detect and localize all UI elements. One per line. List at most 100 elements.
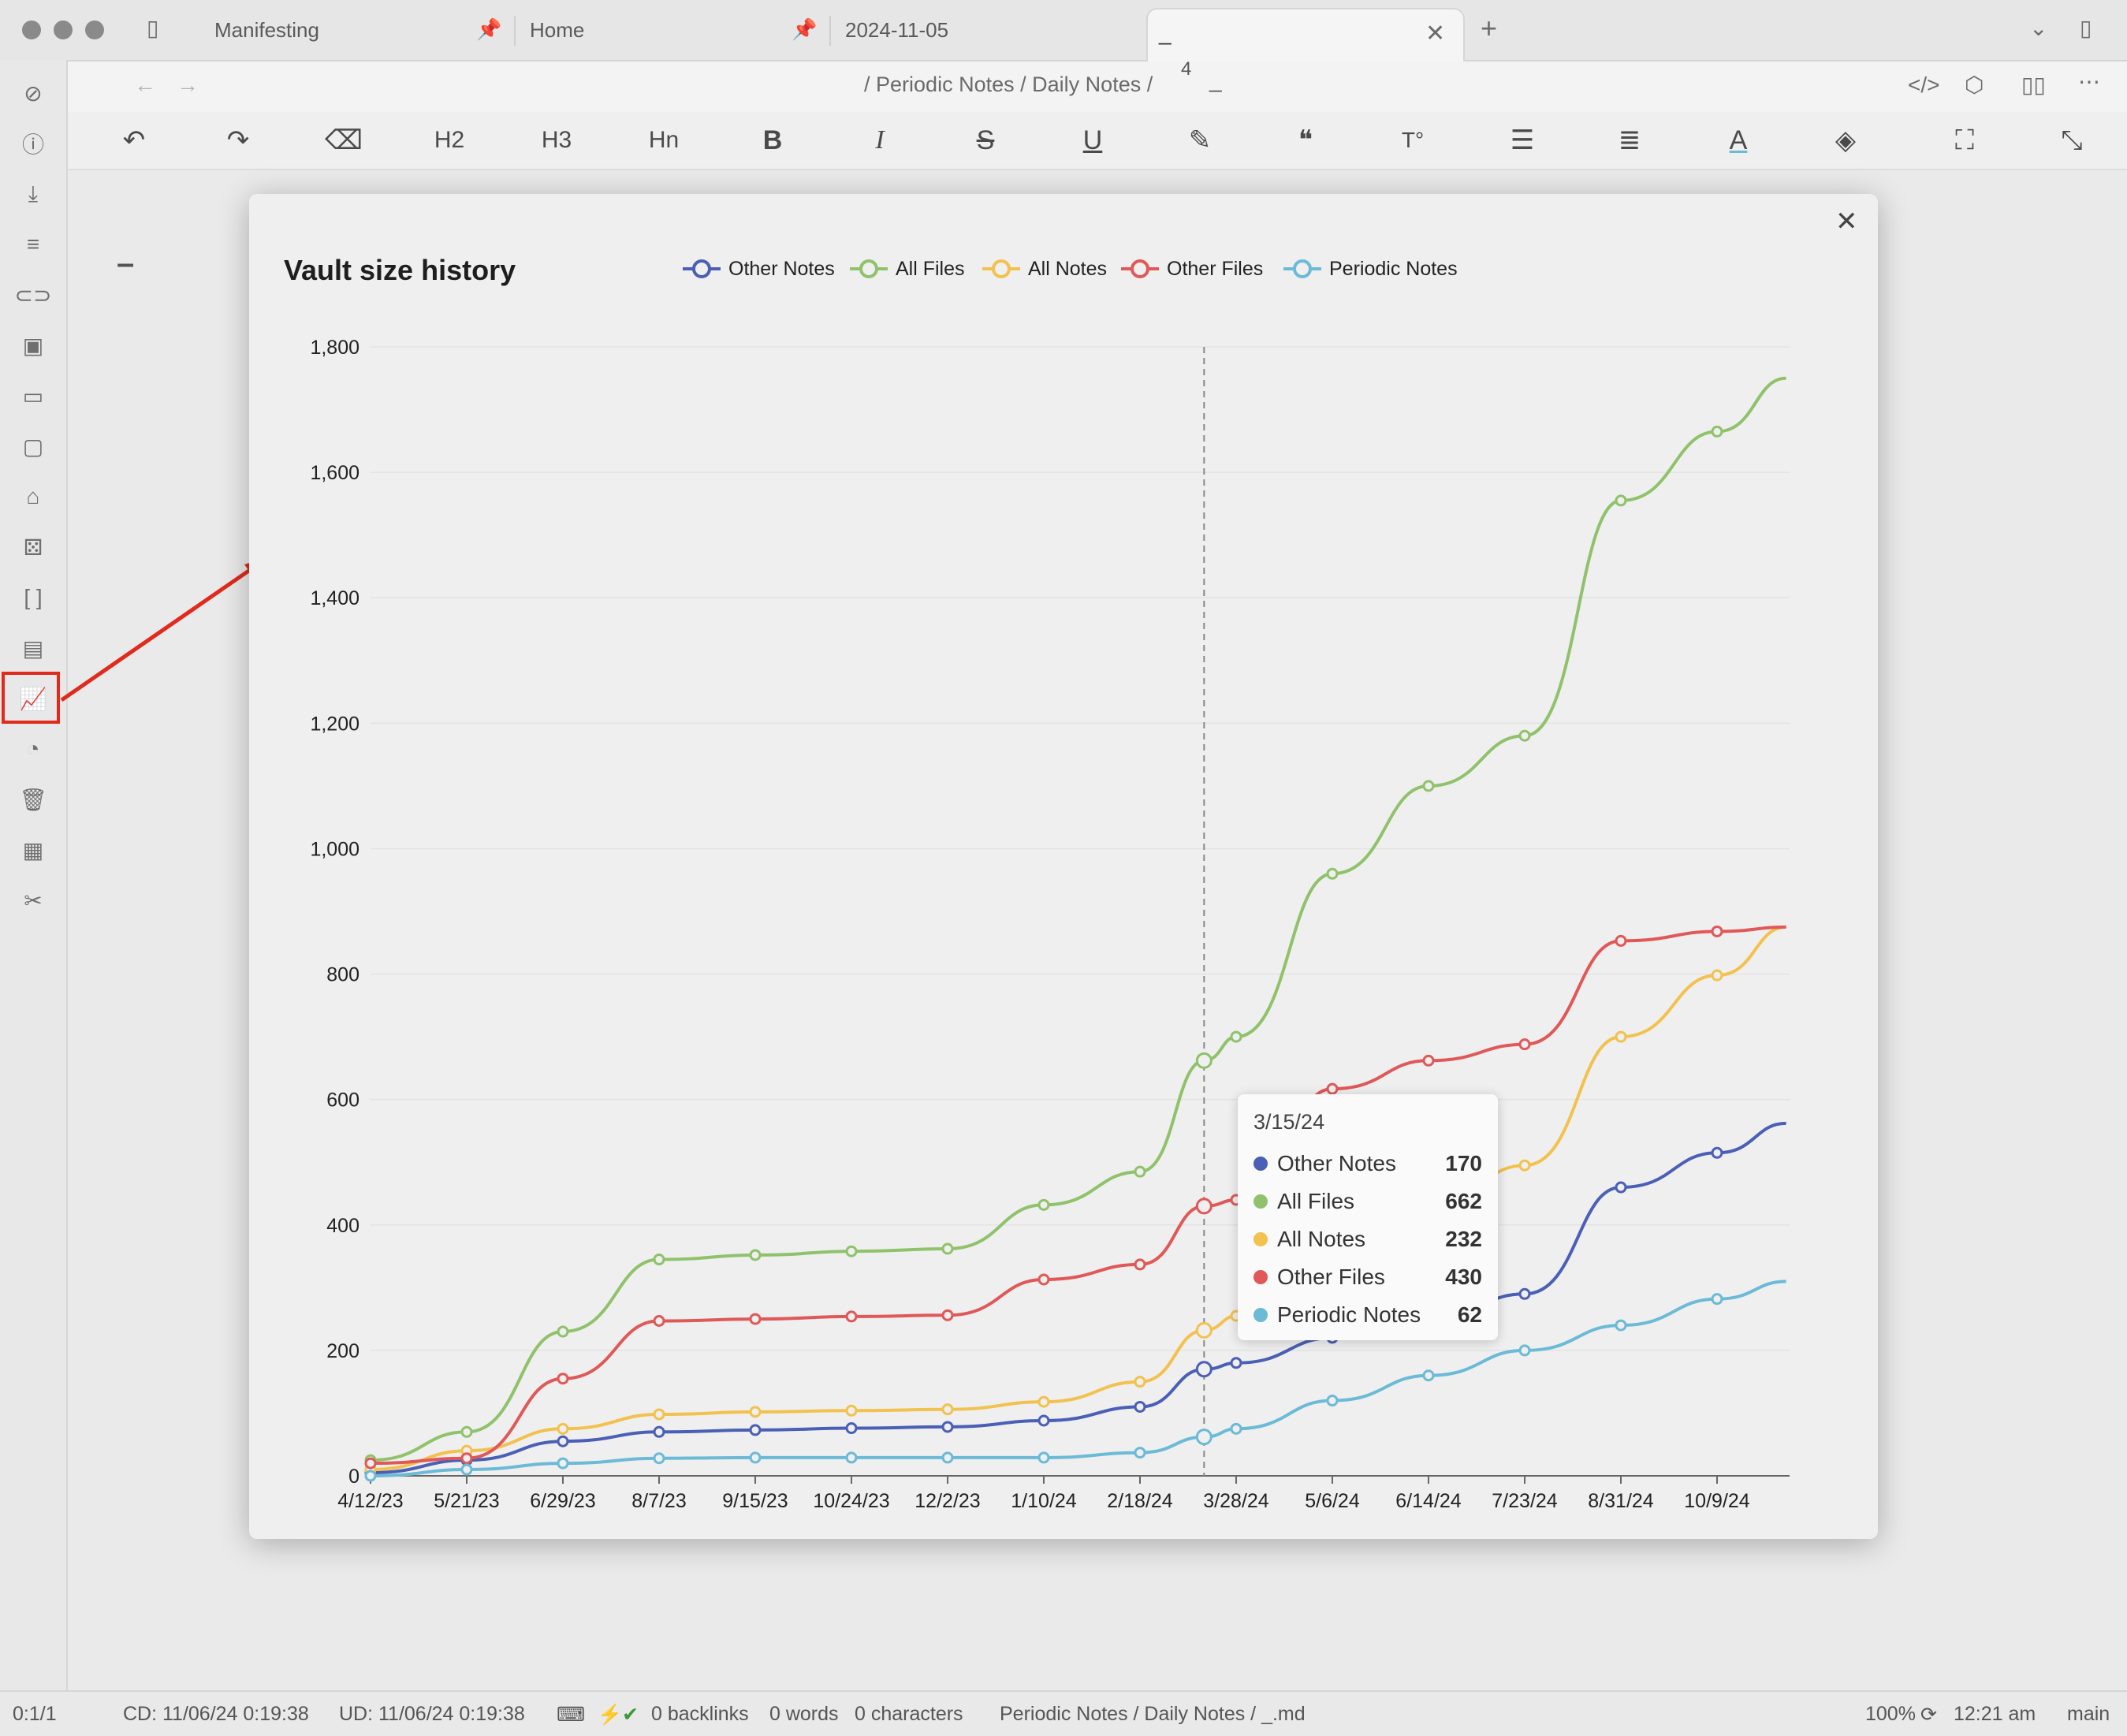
git-branch[interactable]: main bbox=[2067, 1703, 2110, 1725]
data-point bbox=[1134, 1447, 1146, 1459]
series-line bbox=[370, 925, 1786, 1471]
y-tick-label: 1,400 bbox=[310, 587, 359, 609]
pin-icon[interactable]: 📌 bbox=[792, 17, 818, 41]
tooltip-row: Other Notes 170 bbox=[1253, 1148, 1482, 1179]
zoom-window-button[interactable] bbox=[85, 20, 104, 39]
title-bar: ▯ Manifesting 📌 Home 📌 2024-11-05 _ ✕ + … bbox=[0, 0, 2127, 61]
calendar-icon[interactable]: ▦ bbox=[22, 837, 44, 862]
dice-icon[interactable]: ⚄ bbox=[23, 535, 43, 560]
note-title[interactable]: _ bbox=[1209, 68, 1222, 92]
sidebar-toggle-icon[interactable]: ▯ bbox=[147, 16, 159, 40]
pin-icon[interactable]: 📌 bbox=[476, 17, 502, 41]
collapse-icon[interactable]: ⤡ bbox=[2061, 125, 2083, 155]
tab-manifesting[interactable]: Manifesting bbox=[214, 0, 514, 60]
tooltip-row: All Files 662 bbox=[1253, 1186, 1482, 1217]
series-dot-icon bbox=[1253, 1308, 1268, 1322]
legend-item[interactable]: Other Files bbox=[1119, 257, 1263, 281]
backlinks-count[interactable]: 0 backlinks bbox=[651, 1703, 749, 1725]
tooltip-series-value: 662 bbox=[1445, 1189, 1482, 1213]
chart-icon[interactable]: 📈 bbox=[19, 686, 47, 711]
heading-3-button[interactable]: H3 bbox=[541, 127, 572, 153]
font-color-icon[interactable]: A bbox=[1729, 125, 1748, 155]
fullscreen-icon[interactable]: ⛶ bbox=[1955, 125, 1974, 155]
sync-icon[interactable]: ⟳ bbox=[1920, 1704, 1937, 1726]
tab-label: 2024-11-05 bbox=[845, 17, 949, 42]
data-point bbox=[557, 1457, 569, 1470]
slides-icon[interactable]: ▭ bbox=[22, 383, 44, 408]
right-sidebar-toggle-icon[interactable]: ▯ bbox=[2080, 16, 2092, 40]
tooltip-series-value: 62 bbox=[1457, 1302, 1482, 1327]
data-point bbox=[1615, 494, 1627, 507]
tooltip-series-name: All Files bbox=[1277, 1189, 1355, 1213]
clock-time: 12:21 am bbox=[1954, 1703, 2036, 1725]
data-point bbox=[1711, 1146, 1723, 1159]
trash-icon[interactable]: 🗑 bbox=[19, 787, 47, 812]
undo-icon[interactable]: ↶ bbox=[122, 125, 146, 155]
tooltip-series-name: Other Notes bbox=[1277, 1151, 1396, 1175]
home-icon[interactable]: ⌂ bbox=[26, 484, 40, 509]
align-icon[interactable]: ≣ bbox=[1618, 125, 1641, 155]
data-point bbox=[364, 1457, 377, 1470]
paint-bucket-icon[interactable]: ◈ bbox=[1835, 125, 1857, 155]
updated-date: UD: 11/06/24 0:19:38 bbox=[339, 1703, 525, 1725]
brackets-icon[interactable]: [ ] bbox=[24, 585, 43, 609]
info-icon[interactable]: ⓘ bbox=[21, 132, 44, 157]
highlighter-icon[interactable]: ✎ bbox=[1188, 125, 1212, 155]
legend-item[interactable]: Periodic Notes bbox=[1282, 257, 1458, 281]
toggle-icon[interactable]: ⊂⊃ bbox=[14, 282, 52, 307]
new-tab-icon[interactable]: + bbox=[1481, 12, 1498, 44]
close-tab-icon[interactable]: ✕ bbox=[1425, 20, 1446, 47]
download-icon[interactable]: ⤓ bbox=[28, 181, 39, 206]
breadcrumb-item-periodic-notes[interactable]: Periodic Notes bbox=[876, 73, 1015, 96]
list-icon[interactable]: ≡ bbox=[26, 232, 40, 256]
terminal-icon[interactable]: ▣ bbox=[22, 333, 44, 358]
data-point bbox=[653, 1452, 665, 1465]
file-icon[interactable]: ▤ bbox=[22, 635, 44, 661]
x-tick-label: 6/14/24 bbox=[1395, 1490, 1462, 1512]
tools-icon[interactable]: ✂ bbox=[24, 888, 43, 913]
back-icon[interactable]: ← bbox=[134, 73, 156, 97]
list-format-icon[interactable]: ☰ bbox=[1510, 125, 1535, 155]
tab-home[interactable]: Home bbox=[530, 0, 798, 60]
created-date: CD: 11/06/24 0:19:38 bbox=[123, 1703, 309, 1725]
text-format-icon[interactable]: T° bbox=[1401, 128, 1425, 152]
redo-icon[interactable]: ↷ bbox=[226, 125, 250, 155]
tab-divider bbox=[514, 16, 516, 46]
bold-button[interactable]: B bbox=[762, 125, 783, 155]
code-icon[interactable]: </> bbox=[1908, 73, 1940, 97]
character-count: 0 characters bbox=[855, 1703, 963, 1725]
heading-2-button[interactable]: H2 bbox=[434, 127, 465, 153]
heading-n-button[interactable]: Hn bbox=[648, 127, 680, 153]
eye-off-icon[interactable]: ⊘ bbox=[24, 80, 43, 106]
close-window-button[interactable] bbox=[22, 20, 41, 39]
italic-button[interactable]: I bbox=[875, 125, 885, 155]
forward-icon[interactable]: → bbox=[177, 73, 199, 97]
breadcrumb-item-daily-notes[interactable]: Daily Notes bbox=[1032, 73, 1142, 96]
minimize-window-button[interactable] bbox=[54, 20, 73, 39]
close-modal-icon[interactable]: ✕ bbox=[1835, 207, 1858, 237]
keyboard-icon[interactable]: ⌨ bbox=[557, 1704, 586, 1726]
legend-label: Periodic Notes bbox=[1329, 257, 1458, 280]
x-tick-label: 8/31/24 bbox=[1588, 1490, 1654, 1512]
chevron-down-icon[interactable]: ⌄ bbox=[2029, 16, 2048, 40]
tab-active[interactable]: _ ✕ bbox=[1146, 8, 1465, 61]
tab-2024-11-05[interactable]: 2024-11-05 bbox=[845, 0, 1129, 60]
quote-icon[interactable]: ❝ bbox=[1298, 125, 1313, 155]
eraser-icon[interactable]: ⌫ bbox=[324, 125, 363, 155]
legend-item[interactable]: All Files bbox=[848, 257, 965, 281]
comment-icon[interactable]: ▢ bbox=[22, 434, 44, 459]
plugin-status-icon[interactable]: ⚡✔ bbox=[598, 1704, 639, 1726]
cube-icon[interactable]: ⬡ bbox=[1965, 73, 1984, 97]
legend-item[interactable]: Other Notes bbox=[681, 257, 835, 281]
underline-button[interactable]: U bbox=[1082, 125, 1103, 155]
legend-item[interactable]: All Notes bbox=[981, 257, 1107, 281]
book-icon[interactable]: ▯▯ bbox=[2021, 73, 2046, 97]
data-point bbox=[1230, 1422, 1242, 1435]
strikethrough-button[interactable]: S bbox=[976, 125, 995, 155]
data-point bbox=[845, 1310, 858, 1323]
note-title-prefix: 4 bbox=[1181, 58, 1192, 80]
more-options-icon[interactable]: ⋯ bbox=[2078, 69, 2100, 94]
data-point bbox=[1195, 1429, 1213, 1446]
editor-content[interactable]: – bbox=[117, 246, 135, 281]
gauge-icon[interactable]: ◔ bbox=[26, 736, 40, 761]
